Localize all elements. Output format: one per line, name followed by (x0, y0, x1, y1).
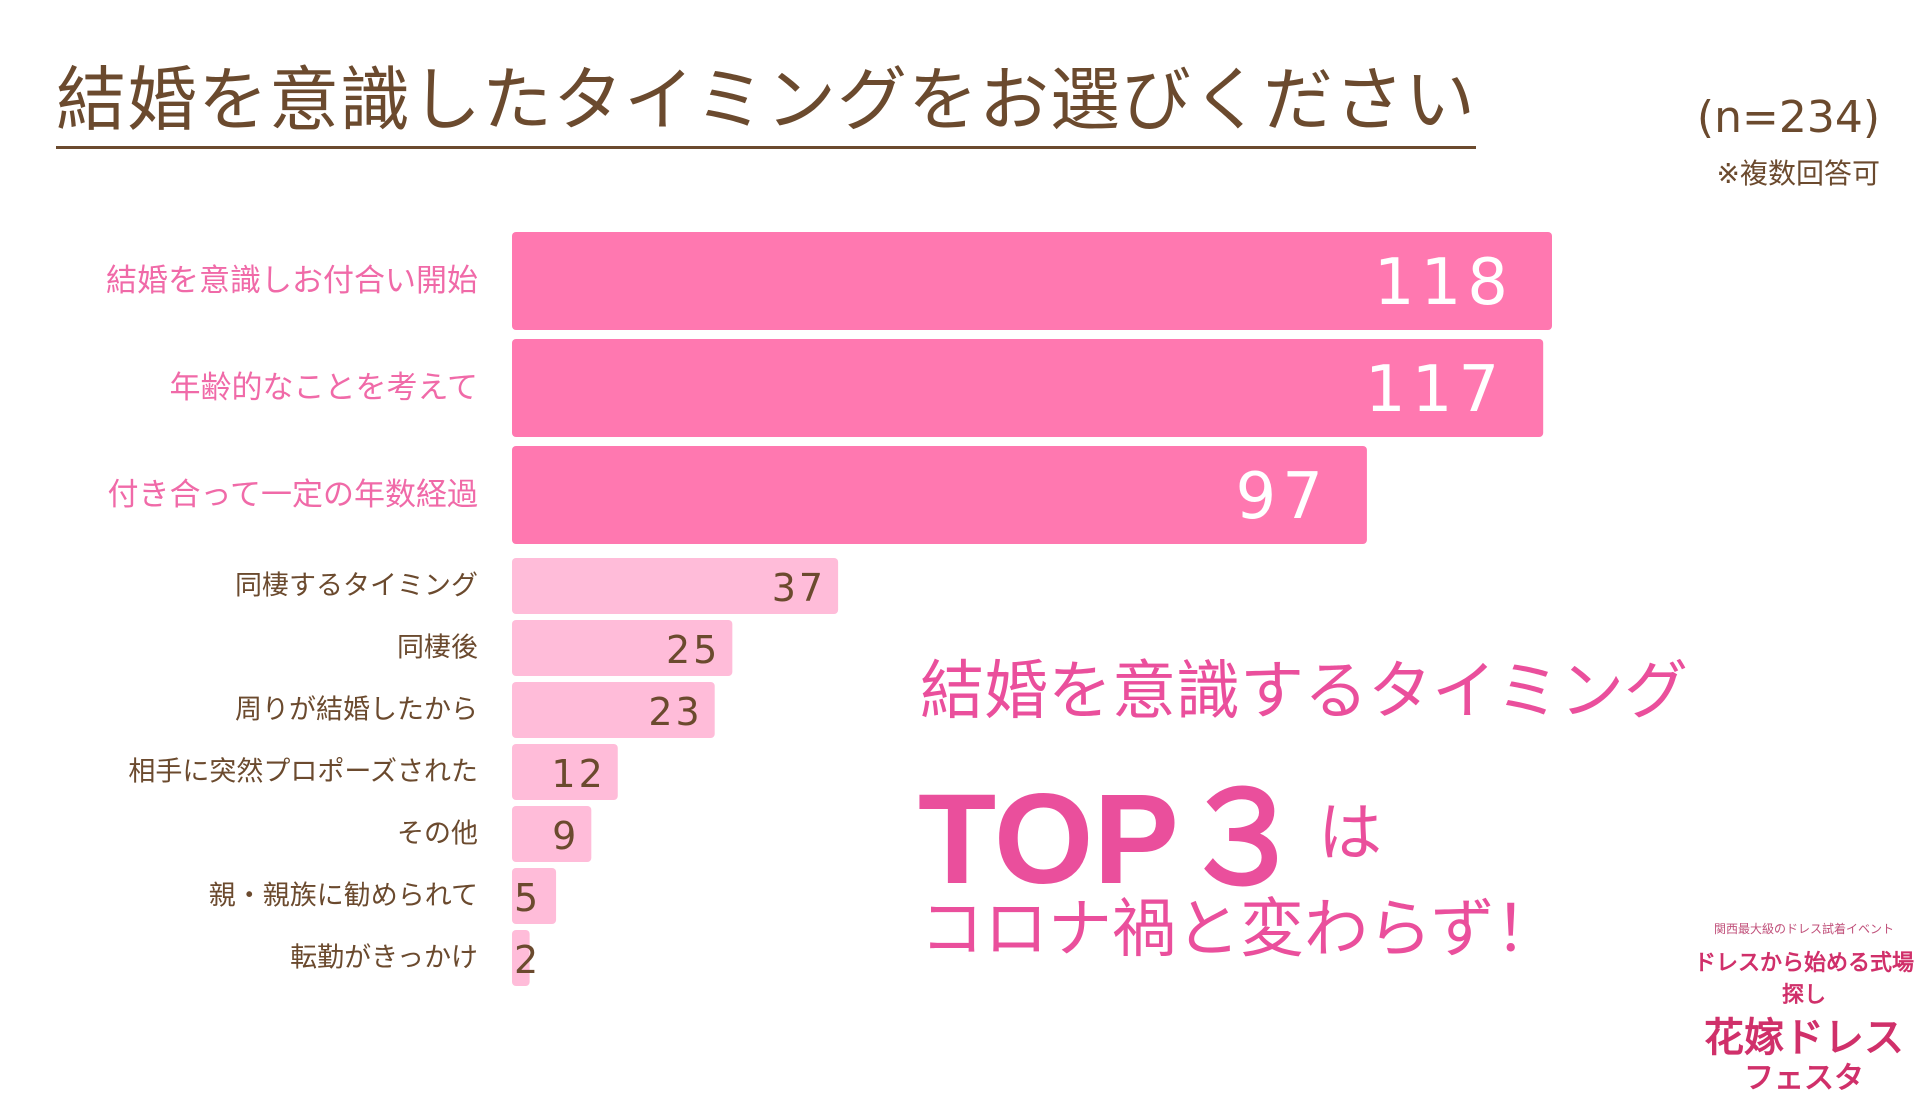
callout-line-1: 結婚を意識するタイミング (920, 655, 1688, 729)
bar-6 (512, 682, 715, 738)
bar-4 (512, 558, 839, 614)
category-label-3: 付き合って一定の年数経過 (108, 477, 478, 513)
value-label-2: 117 (1365, 353, 1505, 427)
chart-title: 結婚を意識したタイミングをお選びください (56, 58, 1476, 149)
logo-tagline: 関西最大級のドレス試着イベント (1713, 922, 1894, 936)
bar-3 (512, 446, 1367, 544)
category-label-10: 転勤がきっかけ (290, 943, 478, 974)
bar-5 (512, 620, 733, 676)
bar-10 (512, 930, 530, 986)
bar-1 (512, 232, 1552, 330)
value-label-9: 5 (514, 876, 541, 920)
value-label-5: 25 (666, 628, 720, 672)
category-label-2: 年齢的なことを考えて (170, 370, 478, 406)
value-label-10: 2 (514, 938, 541, 982)
callout-line-3: コロナ禍と変わらず！ (920, 893, 1559, 967)
value-label-1: 118 (1374, 246, 1514, 320)
category-label-7: 相手に突然プロポーズされた (128, 757, 478, 788)
logo-subtitle: ドレスから始める式場探し (1694, 951, 1915, 1008)
category-label-1: 結婚を意識しお付合い開始 (106, 263, 478, 299)
category-label-4: 同棲するタイミング (235, 571, 478, 602)
brand-logo: 関西最大級のドレス試着イベント ドレスから始める式場探し 花嫁ドレス フェスタ (1694, 920, 1914, 1097)
callout-top3: TOP３ (918, 768, 1307, 911)
callout-top3-suffix: は (1318, 797, 1382, 871)
sample-size: (n=234) (1696, 92, 1880, 143)
logo-name-line-2: フェスタ (1744, 1061, 1864, 1096)
multiple-answers-note: ※複数回答可 (1716, 157, 1880, 190)
bar-8 (512, 806, 592, 862)
category-label-8: その他 (397, 819, 478, 850)
category-label-6: 周りが結婚したから (235, 695, 478, 726)
bar-2 (512, 339, 1544, 437)
value-label-7: 12 (551, 752, 605, 796)
bar-7 (512, 744, 618, 800)
bar-9 (512, 868, 557, 924)
category-label-9: 親・親族に勧められて (209, 881, 478, 912)
category-label-5: 同棲後 (397, 633, 478, 664)
value-label-8: 9 (552, 814, 579, 858)
value-label-4: 37 (772, 566, 826, 610)
logo-name-line-1: 花嫁ドレス (1704, 1015, 1904, 1061)
value-label-6: 23 (648, 690, 702, 734)
value-label-3: 97 (1235, 460, 1328, 534)
